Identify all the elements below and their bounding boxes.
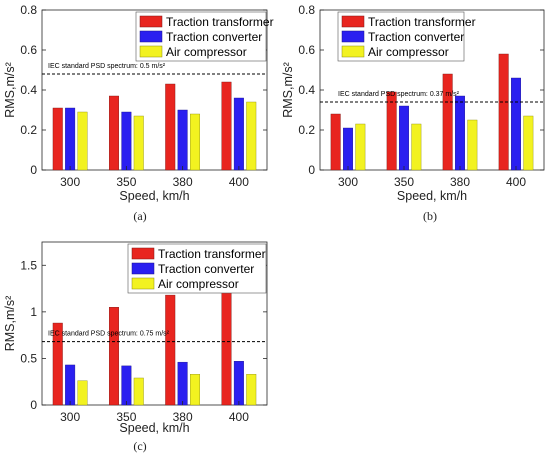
x-tick-label: 350 — [394, 175, 414, 189]
y-tick-label: 0.6 — [298, 43, 315, 57]
y-tick-label: 1.5 — [20, 258, 37, 272]
y-tick-label: 0.4 — [298, 83, 315, 97]
x-tick-label: 380 — [173, 410, 193, 424]
reference-label: IEC standard PSD spectrum: 0.75 m/s² — [48, 331, 170, 338]
y-tick-label: 0.8 — [20, 3, 37, 17]
legend-swatch — [139, 45, 163, 58]
y-tick-label: 0 — [30, 398, 37, 412]
bar — [498, 53, 509, 171]
bar — [386, 91, 397, 171]
bar — [246, 374, 257, 406]
legend-swatch — [131, 277, 155, 290]
bar — [52, 107, 63, 171]
bar — [246, 101, 257, 171]
legend-entry-label: Air compressor — [368, 45, 449, 59]
bar — [399, 105, 409, 171]
x-tick-label: 400 — [506, 175, 526, 189]
y-tick-label: 0.2 — [20, 123, 37, 137]
bar — [109, 307, 119, 406]
legend-swatch — [341, 45, 365, 58]
legend-swatch — [131, 247, 155, 260]
x-axis-label: Speed, km/h — [119, 421, 189, 435]
reference-label: IEC standard PSD spectrum: 0.5 m/s² — [48, 63, 166, 70]
chart-panel-1: 0 0.2 0.4 0.6 0.8 300 350 380 400 IEC standard PS… — [3, 3, 274, 223]
bar — [343, 127, 353, 171]
x-tick-label: 380 — [173, 175, 193, 189]
bar — [330, 113, 341, 171]
reference-label: IEC standard PSD spectrum: 0.37 m/s² — [338, 91, 460, 98]
bar — [177, 109, 188, 171]
x-tick-label: 400 — [229, 175, 249, 189]
bar — [511, 77, 521, 171]
legend-swatch — [131, 262, 155, 275]
bar — [411, 123, 422, 171]
bar — [77, 111, 88, 171]
y-axis-label: RMS,m/s² — [3, 296, 17, 352]
panel-tag: (c) — [133, 439, 146, 453]
y-tick-label: 0 — [30, 163, 37, 177]
bar — [65, 364, 76, 406]
legend-entry-label: Air compressor — [166, 45, 247, 59]
legend-entry-label: Traction transformer — [166, 15, 274, 29]
bar — [523, 115, 534, 171]
legend-swatch — [139, 15, 163, 28]
chart-panel-3: 0 0.5 1 1.5 300 350 380 400 IEC standard PSD spe… — [3, 241, 268, 453]
legend-entry-label: Air compressor — [158, 277, 239, 291]
panel-tag: (b) — [423, 209, 437, 223]
bar — [455, 95, 465, 171]
legend-swatch — [139, 30, 163, 43]
bar — [467, 119, 478, 171]
x-tick-label: 350 — [116, 410, 136, 424]
legend-entry-label: Traction converter — [368, 30, 464, 44]
legend-entry-label: Traction converter — [166, 30, 262, 44]
x-axis-label: Speed, km/h — [397, 189, 467, 203]
x-tick-label: 380 — [450, 175, 470, 189]
bar — [190, 374, 200, 406]
bar — [355, 123, 366, 171]
panel-tag: (a) — [133, 209, 146, 223]
bar — [165, 294, 176, 406]
bar — [165, 83, 176, 171]
bar — [233, 97, 244, 171]
bar — [133, 377, 144, 406]
legend-swatch — [341, 30, 365, 43]
y-tick-label: 0.5 — [20, 351, 37, 365]
bar — [190, 113, 200, 171]
y-tick-label: 0.4 — [20, 83, 37, 97]
bar — [221, 285, 232, 406]
y-tick-label: 0.6 — [20, 43, 37, 57]
bar — [442, 73, 453, 171]
y-axis-label: RMS,m/s² — [3, 62, 17, 118]
y-tick-label: 0.2 — [298, 123, 315, 137]
y-tick-label: 0.8 — [298, 3, 315, 17]
legend-entry-label: Traction transformer — [158, 247, 266, 261]
chart-panel-2: 0 0.2 0.4 0.6 0.8 300 350 380 400 IEC standard PS… — [281, 3, 545, 223]
y-tick-label: 1 — [30, 305, 37, 319]
legend-entry-label: Traction converter — [158, 262, 254, 276]
bar — [121, 111, 132, 171]
legend-entry-label: Traction transformer — [368, 15, 476, 29]
legend-swatch — [341, 15, 365, 28]
x-axis-label: Speed, km/h — [119, 189, 189, 203]
bar — [109, 95, 119, 171]
bar — [221, 81, 232, 171]
x-tick-label: 300 — [60, 175, 80, 189]
bar — [177, 361, 188, 406]
bar — [65, 107, 76, 171]
x-tick-label: 400 — [229, 410, 249, 424]
bar — [52, 322, 63, 406]
y-tick-label: 0 — [308, 163, 315, 177]
x-tick-label: 300 — [338, 175, 358, 189]
bar — [121, 365, 132, 406]
bar — [233, 361, 244, 406]
x-tick-label: 350 — [116, 175, 136, 189]
bar — [133, 115, 144, 171]
x-tick-label: 300 — [60, 410, 80, 424]
bar — [77, 380, 88, 406]
y-axis-label: RMS,m/s² — [281, 62, 295, 118]
